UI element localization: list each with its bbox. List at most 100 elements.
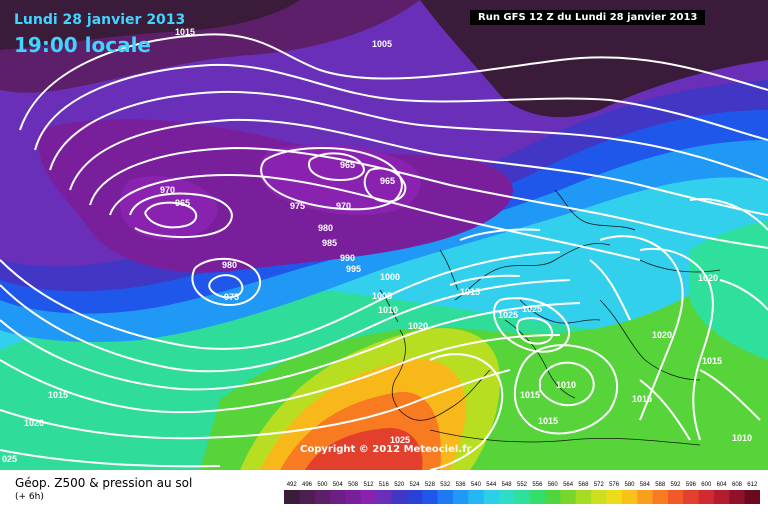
legend-swatch	[299, 490, 316, 504]
legend-label: 516	[379, 482, 390, 488]
map-subtitle: (+ 6h)	[15, 492, 44, 502]
legend-swatch	[284, 490, 300, 504]
isobar-label: 980	[318, 223, 333, 233]
legend-label: 568	[578, 482, 589, 488]
legend-label: 508	[348, 482, 359, 488]
legend-label: 572	[594, 482, 605, 488]
legend-label: 504	[333, 482, 344, 488]
legend-swatch	[468, 490, 485, 504]
legend-label: 500	[317, 482, 328, 488]
legend-label: 584	[640, 482, 651, 488]
legend-swatch	[314, 490, 331, 504]
isobar-label: 995	[346, 264, 361, 274]
legend-swatch	[376, 490, 392, 504]
isobar-label: 1020	[24, 418, 44, 428]
isobar-label: 970	[160, 185, 175, 195]
isobar-label: 970	[336, 201, 351, 211]
legend-swatch	[406, 490, 423, 504]
legend-label: 524	[409, 482, 420, 488]
isobar-label: 025	[2, 454, 17, 464]
legend-label: 492	[287, 482, 298, 488]
isobar-label: 1015	[460, 287, 480, 297]
isobar-label: 975	[290, 201, 305, 211]
forecast-date: Lundi 28 janvier 2013	[14, 12, 186, 28]
legend-swatch	[514, 490, 531, 504]
legend-label: 552	[517, 482, 528, 488]
legend-label: 496	[302, 482, 313, 488]
map-title: Géop. Z500 & pression au sol	[15, 476, 193, 490]
legend-swatch	[560, 490, 577, 504]
isobar-label: 965	[340, 160, 355, 170]
legend-swatch	[330, 490, 346, 504]
isobar-label: 1015	[632, 394, 652, 404]
isobar-label: 1005	[372, 291, 392, 301]
legend-swatch	[637, 490, 654, 504]
isobar-label: 1015	[520, 390, 540, 400]
legend-label: 548	[502, 482, 513, 488]
copyright-notice: Copyright © 2012 Meteociel.fr	[300, 444, 472, 455]
isobar-label: 1015	[702, 356, 722, 366]
isobar-label: 1025	[522, 304, 542, 314]
legend-label: 600	[701, 482, 712, 488]
forecast-time: 19:00 locale	[14, 33, 151, 57]
legend-swatch	[391, 490, 408, 504]
legend-swatch	[744, 490, 760, 504]
legend-swatch	[483, 490, 500, 504]
isobar-label: 1020	[698, 273, 718, 283]
isobar-label: 985	[322, 238, 337, 248]
legend-swatch	[575, 490, 592, 504]
legend-label: 520	[394, 482, 405, 488]
legend-label: 580	[624, 482, 635, 488]
legend-swatch	[545, 490, 561, 504]
isobar-label: 1020	[408, 321, 428, 331]
isobar-label: 1015	[48, 390, 68, 400]
color-scale-legend: 492 496 500 504 508 512 516 520 524 528 532 536 540 5…	[284, 482, 760, 504]
legend-swatch	[698, 490, 715, 504]
legend-label: 604	[717, 482, 728, 488]
legend-label: 588	[655, 482, 666, 488]
legend-label: 536	[456, 482, 467, 488]
isobar-label: 1000	[380, 272, 400, 282]
isobar-label: 1015	[538, 416, 558, 426]
isobar-label: 1025	[498, 310, 518, 320]
isobar-label: 990	[340, 253, 355, 263]
legend-label: 576	[609, 482, 620, 488]
legend-swatch	[621, 490, 638, 504]
legend-swatch	[499, 490, 515, 504]
legend-swatch	[437, 490, 454, 504]
legend-swatch	[345, 490, 362, 504]
isobar-label: 1005	[372, 39, 392, 49]
isobar-label: 975	[224, 292, 239, 302]
map-footer: Géop. Z500 & pression au sol (+ 6h) 492 4…	[0, 470, 768, 512]
legend-label: 556	[532, 482, 543, 488]
isobar-label: 965	[380, 176, 395, 186]
legend-swatch	[729, 490, 746, 504]
legend-label: 532	[440, 482, 451, 488]
legend-label: 564	[563, 482, 574, 488]
legend-swatch	[529, 490, 546, 504]
isobar-label: 1010	[732, 433, 752, 443]
legend-swatch	[667, 490, 684, 504]
legend-label: 608	[732, 482, 743, 488]
isobar-label: 980	[222, 260, 237, 270]
legend-swatch	[713, 490, 730, 504]
legend-label: 612	[747, 482, 758, 488]
legend-swatch	[452, 490, 469, 504]
legend-swatch	[360, 490, 377, 504]
legend-label: 592	[670, 482, 681, 488]
legend-swatch	[591, 490, 607, 504]
legend-swatch	[422, 490, 439, 504]
isobar-label: 1015	[175, 27, 195, 37]
isobar-label: 1010	[556, 380, 576, 390]
legend-swatch	[652, 490, 669, 504]
legend-label: 596	[686, 482, 697, 488]
legend-swatch	[683, 490, 700, 504]
legend-swatch	[606, 490, 623, 504]
legend-label: 540	[471, 482, 482, 488]
isobar-label: 1025	[390, 435, 410, 445]
legend-label: 544	[486, 482, 497, 488]
legend-label: 560	[548, 482, 559, 488]
legend-label: 512	[363, 482, 374, 488]
isobar-label: 1010	[378, 305, 398, 315]
legend-label: 528	[425, 482, 436, 488]
